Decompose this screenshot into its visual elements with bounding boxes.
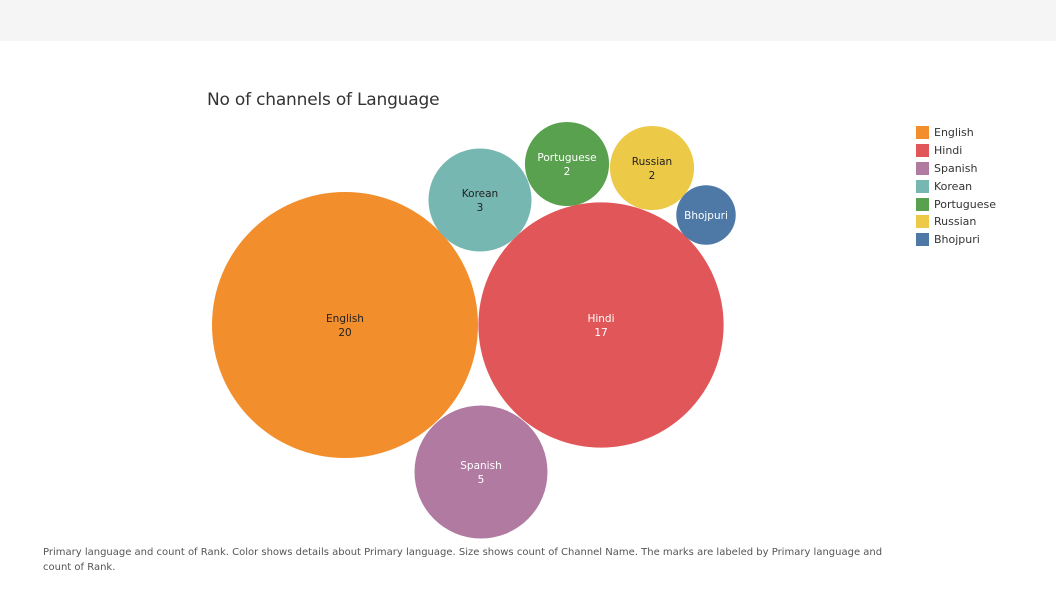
- legend-swatch: [916, 233, 929, 247]
- legend-item-bhojpuri[interactable]: Bhojpuri: [916, 231, 996, 249]
- bubble-english[interactable]: English 20: [212, 192, 478, 458]
- bubble-label-name: Spanish: [460, 460, 501, 472]
- legend-label: Hindi: [934, 144, 963, 158]
- legend-item-hindi[interactable]: Hindi: [916, 142, 996, 160]
- legend-swatch: [916, 161, 929, 175]
- legend-item-spanish[interactable]: Spanish: [916, 160, 996, 178]
- bubble-russian[interactable]: Russian 2: [609, 125, 695, 211]
- bubble-circle[interactable]: [676, 185, 736, 245]
- bubble-circle[interactable]: [428, 148, 532, 252]
- bubble-circle[interactable]: [609, 125, 695, 211]
- legend: English Hindi Spanish Korean Portuguese Russi…: [916, 124, 996, 249]
- legend-swatch: [916, 179, 929, 193]
- legend-swatch: [916, 144, 929, 158]
- bubble-label-value: 3: [477, 202, 484, 214]
- legend-label: Spanish: [934, 161, 978, 175]
- bubble-portuguese[interactable]: Portuguese 2: [524, 121, 610, 207]
- bubble-hindi[interactable]: Hindi 17: [478, 202, 724, 448]
- bubble-label-value: 2: [564, 166, 571, 178]
- bubble-label-name: Portuguese: [537, 152, 596, 164]
- bubble-label-name: Korean: [462, 188, 498, 200]
- legend-item-korean[interactable]: Korean: [916, 177, 996, 195]
- bubble-circle[interactable]: [478, 202, 724, 448]
- bubble-bhojpuri[interactable]: Bhojpuri: [676, 185, 736, 245]
- bubble-label-value: 20: [338, 327, 351, 339]
- bubble-label-value: 2: [649, 170, 656, 182]
- legend-swatch: [916, 126, 929, 140]
- bubble-korean[interactable]: Korean 3: [428, 148, 532, 252]
- bubble-label-name: English: [326, 313, 364, 325]
- legend-item-portuguese[interactable]: Portuguese: [916, 195, 996, 213]
- bubble-circle[interactable]: [414, 405, 548, 539]
- legend-label: Portuguese: [934, 197, 996, 211]
- top-toolbar: [0, 0, 1056, 41]
- legend-item-english[interactable]: English: [916, 124, 996, 142]
- legend-swatch: [916, 197, 929, 211]
- bubble-label-name: Russian: [632, 156, 672, 168]
- bubble-label-name: Hindi: [587, 313, 614, 325]
- bubble-label-value: 17: [594, 327, 607, 339]
- legend-label: Bhojpuri: [934, 233, 980, 247]
- legend-label: English: [934, 126, 974, 140]
- bubble-label-name: Bhojpuri: [684, 210, 728, 222]
- bubble-label-value: 5: [478, 474, 485, 486]
- chart-caption: Primary language and count of Rank. Colo…: [43, 547, 883, 573]
- legend-swatch: [916, 215, 929, 229]
- chart-title: No of channels of Language: [207, 90, 440, 110]
- legend-label: Korean: [934, 179, 973, 193]
- bubble-spanish[interactable]: Spanish 5: [414, 405, 548, 539]
- bubble-circle[interactable]: [212, 192, 478, 458]
- legend-label: Russian: [934, 215, 977, 229]
- bubble-circle[interactable]: [524, 121, 610, 207]
- legend-item-russian[interactable]: Russian: [916, 213, 996, 231]
